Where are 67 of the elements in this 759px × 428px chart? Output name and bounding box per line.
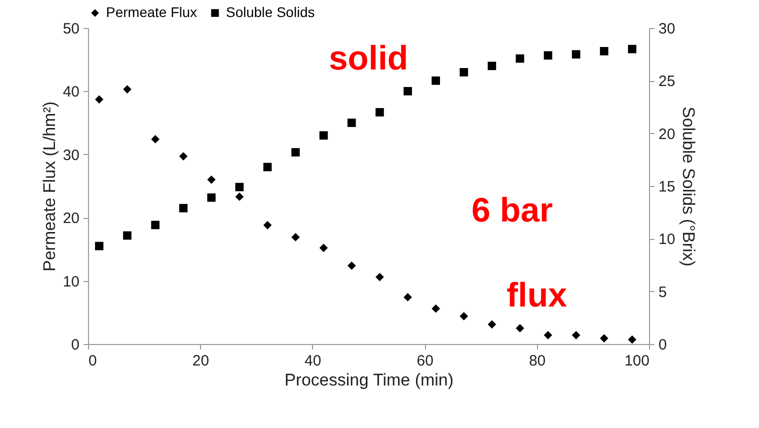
point	[572, 50, 580, 59]
point	[235, 192, 244, 201]
point	[123, 231, 132, 240]
legend-label: Soluble Solids	[226, 4, 315, 20]
y-axis-title: Permeate Flux (L/hm²)	[40, 101, 59, 272]
point	[95, 242, 104, 250]
point	[600, 334, 608, 342]
point	[291, 148, 300, 156]
point	[488, 62, 496, 70]
point	[404, 87, 412, 96]
point	[291, 233, 300, 242]
point	[179, 152, 188, 160]
point	[404, 293, 412, 302]
x-tick-label: 40	[304, 352, 322, 370]
x-tick-label: 60	[416, 352, 434, 370]
y-tick-label: 30	[62, 146, 80, 164]
y2-tick-label: 20	[658, 126, 676, 143]
y-tick-label: 0	[71, 336, 80, 354]
y-tick-label: 20	[62, 210, 80, 228]
point	[460, 312, 468, 320]
point	[544, 51, 552, 60]
point	[432, 304, 440, 313]
y2-tick-label: 25	[658, 73, 676, 90]
y2-tick-label: 30	[658, 20, 676, 38]
point	[347, 118, 356, 127]
point	[207, 175, 216, 184]
x-tick-label: 0	[88, 352, 97, 370]
y-tick-label: 10	[62, 273, 80, 290]
point	[151, 135, 160, 144]
point	[488, 320, 496, 329]
y2-tick-label: 15	[658, 178, 676, 196]
x-tick-label: 100	[624, 352, 650, 370]
y-tick-label: 40	[62, 84, 80, 101]
y2-tick-label: 0	[658, 336, 667, 354]
point	[376, 108, 384, 116]
point	[235, 182, 244, 192]
point	[544, 330, 552, 340]
point	[123, 85, 132, 94]
annotation: flux	[506, 276, 568, 315]
x-tick-label: 80	[528, 352, 546, 370]
x-axis-title: Processing Time (min)	[284, 370, 454, 390]
point	[460, 68, 468, 76]
point	[95, 95, 104, 104]
point	[432, 76, 440, 85]
y2-tick-label: 10	[658, 231, 676, 248]
point	[347, 261, 356, 270]
x-tick-label: 20	[192, 352, 210, 370]
point	[151, 220, 160, 230]
y2-tick-label: 5	[658, 284, 667, 301]
point	[628, 44, 636, 54]
legend-label: Permeate Flux	[106, 4, 198, 20]
point	[376, 272, 384, 282]
y-tick-label: 50	[62, 20, 80, 38]
y2-axis-title: Soluble Solids (°Brix)	[679, 106, 698, 266]
point	[628, 335, 636, 344]
point	[179, 204, 188, 212]
annotation: 6 bar	[471, 191, 553, 230]
point	[516, 54, 524, 63]
point	[319, 131, 328, 140]
point	[572, 330, 580, 340]
annotation: solid	[328, 40, 408, 78]
point	[600, 46, 608, 56]
point	[319, 244, 328, 252]
point	[207, 193, 216, 202]
point	[263, 162, 272, 172]
point	[263, 221, 272, 230]
point	[516, 324, 524, 332]
